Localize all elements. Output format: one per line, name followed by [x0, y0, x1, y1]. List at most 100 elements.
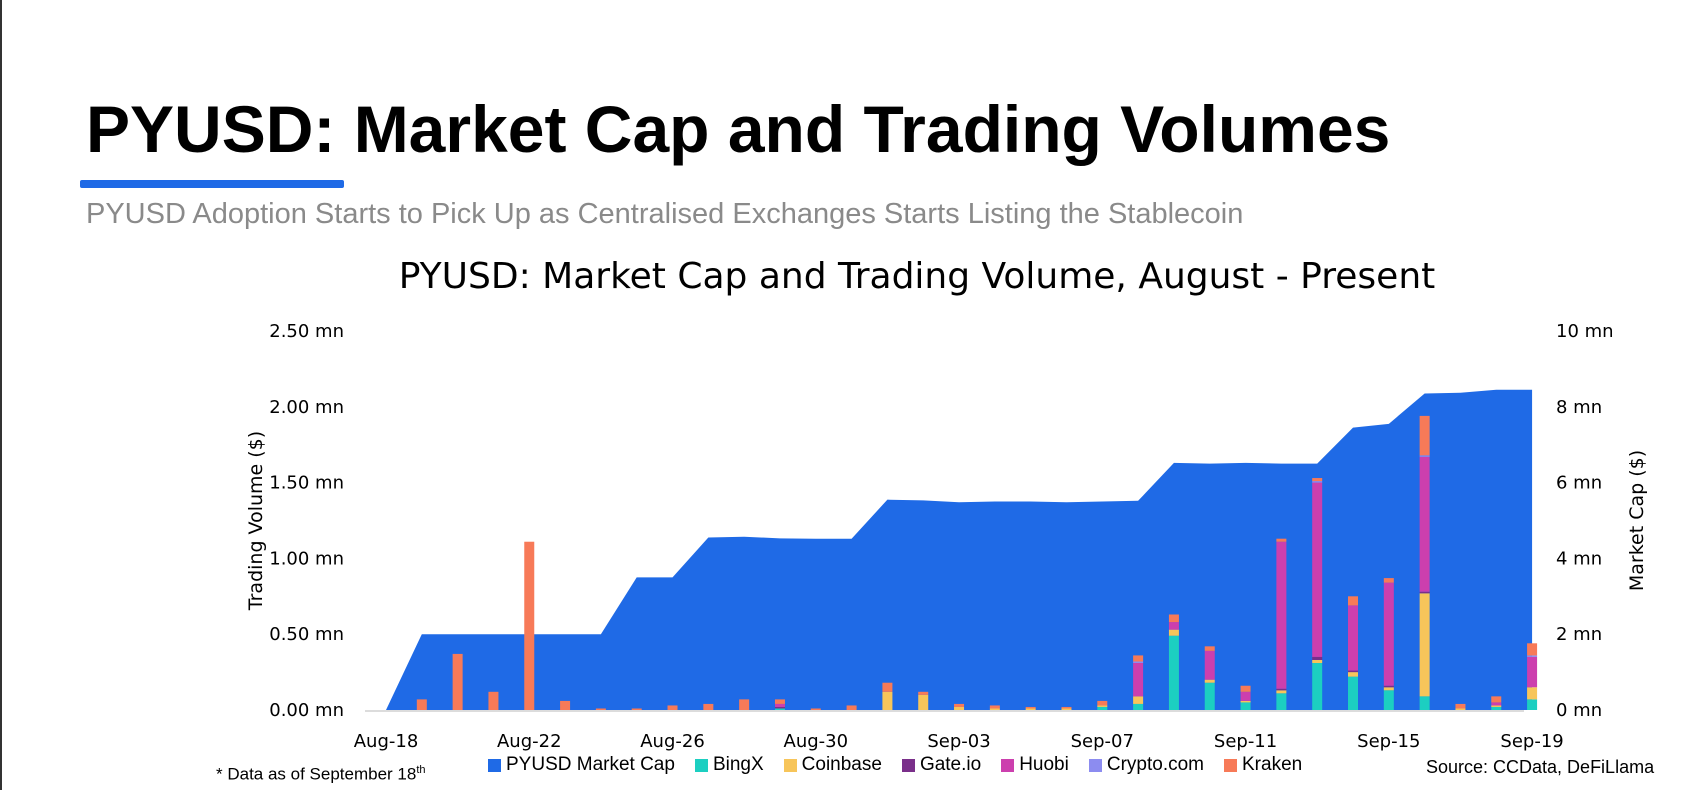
- bar-kraken-25: [1276, 538, 1287, 542]
- y-right-tick-label: 4 mn: [1556, 548, 1602, 569]
- bar-huobi-31: [1491, 702, 1502, 706]
- x-tick-label: Aug-30: [784, 731, 849, 752]
- y-left-tick-label: 1.00 mn: [269, 548, 344, 569]
- bar-coinbase-16: [954, 706, 965, 710]
- legend-swatch: [694, 758, 708, 772]
- x-tick-label: Aug-26: [640, 731, 705, 752]
- bar-bingx-28: [1383, 690, 1394, 710]
- legend-swatch: [1224, 758, 1237, 772]
- bar-kraken-16: [954, 703, 965, 707]
- page-title: PYUSD: Market Cap and Trading Volumes: [86, 92, 1391, 166]
- legend-label: Coinbase: [801, 754, 882, 775]
- bar-kraken-7: [631, 708, 642, 710]
- bar-coinbase-25: [1276, 690, 1287, 694]
- bar-kraken-23: [1204, 646, 1215, 651]
- bar-coinbase-15: [918, 694, 929, 710]
- y-right-tick-label: 0 mn: [1556, 700, 1602, 721]
- bar-kraken-6: [595, 708, 606, 710]
- legend: PYUSD Market Cap BingX Coinbase Gate.io Huob…: [488, 754, 1322, 776]
- bar-bingx-23: [1204, 682, 1215, 710]
- y-right-tick-label: 6 mn: [1556, 473, 1602, 494]
- bar-huobi-32: [1527, 656, 1538, 688]
- bar-gate-io-26: [1312, 656, 1323, 660]
- bar-huobi-25: [1276, 541, 1287, 689]
- bar-kraken-26: [1312, 478, 1323, 482]
- bar-kraken-5: [560, 700, 571, 710]
- bar-coinbase-26: [1312, 659, 1323, 664]
- legend-item: Coinbase: [783, 754, 882, 776]
- x-tick-label: Sep-03: [927, 731, 990, 752]
- legend-item: BingX: [694, 754, 764, 776]
- bar-kraken-19: [1061, 706, 1072, 709]
- bar-kraken-32: [1527, 643, 1538, 656]
- bar-huobi-24: [1240, 691, 1251, 701]
- frame-edge: [0, 0, 2, 790]
- bar-coinbase-30: [1455, 708, 1466, 710]
- legend-item: Crypto.com: [1088, 754, 1204, 776]
- x-tick-label: Sep-15: [1357, 731, 1420, 752]
- y-right-axis-title: Market Cap ($): [1626, 450, 1648, 591]
- y-left-axis-title: Trading Volume ($): [245, 431, 267, 611]
- bar-gate-io-27: [1348, 670, 1359, 673]
- bar-gate-io-29: [1419, 591, 1430, 594]
- bar-kraken-21: [1133, 655, 1144, 662]
- bar-huobi-23: [1204, 650, 1215, 680]
- bar-kraken-17: [989, 705, 1000, 709]
- bar-kraken-27: [1348, 596, 1359, 606]
- bar-kraken-8: [667, 705, 678, 710]
- bar-coinbase-29: [1419, 593, 1430, 697]
- y-left-tick-label: 2.50 mn: [269, 321, 344, 342]
- x-tick-label: Sep-11: [1214, 731, 1277, 752]
- bar-huobi-28: [1383, 582, 1394, 686]
- market-cap-area: [386, 389, 1533, 710]
- bar-crypto-com-32: [1527, 655, 1538, 657]
- bar-huobi-22: [1168, 622, 1179, 630]
- bar-kraken-12: [810, 708, 821, 710]
- bar-coinbase-31: [1491, 705, 1502, 707]
- y-left-tick-label: 0.00 mn: [269, 700, 344, 721]
- title-underline: [80, 180, 344, 188]
- legend-swatch: [1088, 758, 1102, 772]
- legend-label: Kraken: [1242, 754, 1303, 775]
- bar-kraken-24: [1240, 685, 1251, 692]
- bar-kraken-9: [703, 703, 714, 710]
- bar-bingx-22: [1168, 635, 1179, 710]
- bar-coinbase-27: [1348, 672, 1359, 677]
- bar-kraken-13: [846, 705, 857, 710]
- bar-kraken-10: [739, 699, 750, 710]
- bar-huobi-11: [774, 703, 785, 707]
- x-tick-label: Aug-22: [497, 731, 562, 752]
- bar-bingx-25: [1276, 693, 1287, 710]
- bar-kraken-14: [882, 682, 893, 692]
- y-right-tick-label: 2 mn: [1556, 624, 1602, 645]
- legend-label: Gate.io: [919, 754, 982, 775]
- legend-label: PYUSD Market Cap: [506, 754, 675, 775]
- bar-kraken-31: [1491, 696, 1502, 703]
- bar-gate-io-25: [1276, 688, 1287, 691]
- legend-swatch: [901, 758, 915, 772]
- bar-kraken-1: [416, 699, 427, 710]
- bar-coinbase-17: [989, 708, 1000, 710]
- bar-bingx-31: [1491, 706, 1502, 710]
- bar-kraken-3: [488, 691, 499, 710]
- legend-label: BingX: [712, 754, 764, 775]
- y-right-tick-label: 8 mn: [1556, 397, 1602, 418]
- bar-gate-io-11: [774, 706, 785, 709]
- bar-kraken-2: [452, 653, 463, 710]
- legend-swatch: [488, 758, 501, 772]
- bar-huobi-21: [1133, 663, 1144, 697]
- legend-item: PYUSD Market Cap: [488, 754, 675, 776]
- y-left-tick-label: 0.50 mn: [269, 624, 344, 645]
- bar-bingx-11: [774, 708, 785, 710]
- bar-coinbase-14: [882, 691, 893, 710]
- bar-crypto-com-29: [1419, 455, 1430, 457]
- bar-kraken-4: [524, 541, 535, 710]
- y-left-tick-label: 2.00 mn: [269, 397, 344, 418]
- x-tick-label: Sep-19: [1500, 731, 1563, 752]
- bar-coinbase-23: [1204, 679, 1215, 683]
- bar-crypto-com-26: [1312, 481, 1323, 483]
- bar-bingx-26: [1312, 663, 1323, 710]
- bar-coinbase-19: [1061, 708, 1072, 710]
- bar-bingx-20: [1097, 706, 1108, 710]
